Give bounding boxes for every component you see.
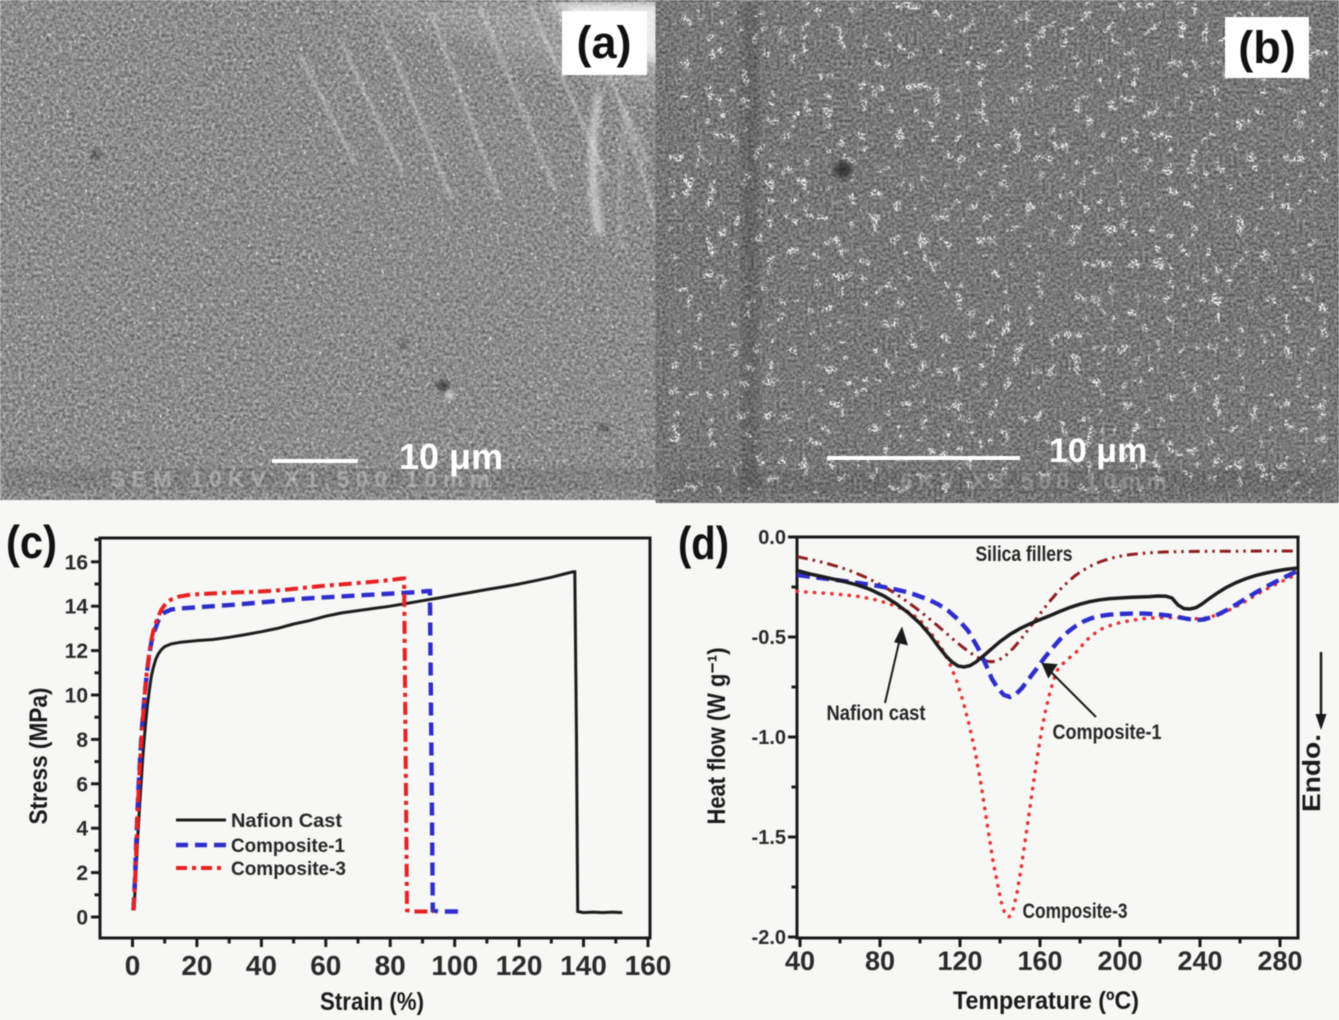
svg-text:Heat flow (W g⁻¹): Heat flow (W g⁻¹) [703, 648, 731, 825]
svg-text:10 μm: 10 μm [399, 436, 503, 477]
svg-text:80: 80 [865, 946, 895, 976]
svg-text:160: 160 [1017, 946, 1062, 976]
svg-text:SEM 10KV X1,500 10mm: SEM 10KV X1,500 10mm [110, 466, 496, 492]
svg-text:0.0: 0.0 [758, 527, 786, 549]
svg-text:12: 12 [65, 640, 88, 663]
svg-text:0: 0 [76, 907, 88, 930]
svg-text:80: 80 [375, 950, 406, 981]
svg-text:-1.0: -1.0 [752, 727, 786, 749]
svg-text:140: 140 [560, 950, 607, 981]
svg-text:Stress (MPa): Stress (MPa) [25, 688, 53, 825]
svg-text:280: 280 [1257, 946, 1302, 976]
svg-text:160: 160 [625, 950, 672, 981]
svg-text:(d): (d) [678, 517, 729, 569]
svg-text:Composite-1: Composite-1 [231, 836, 345, 857]
svg-text:(a): (a) [577, 17, 632, 68]
svg-text:120: 120 [496, 950, 543, 981]
svg-text:16: 16 [65, 551, 88, 574]
svg-text:Endo.: Endo. [1298, 734, 1326, 812]
svg-text:10: 10 [65, 685, 88, 708]
svg-text:-2.0: -2.0 [752, 927, 786, 949]
svg-text:Silica fillers: Silica fillers [976, 543, 1073, 566]
svg-text:2: 2 [76, 862, 88, 885]
svg-text:(c): (c) [6, 516, 57, 568]
svg-text:120: 120 [937, 946, 982, 976]
svg-text:4: 4 [76, 818, 88, 841]
svg-text:Strain (%): Strain (%) [320, 988, 424, 1016]
svg-text:Temperature (ºC): Temperature (ºC) [953, 987, 1139, 1015]
svg-text:10 μm: 10 μm [1049, 432, 1147, 470]
svg-text:6: 6 [76, 773, 88, 796]
svg-text:40: 40 [785, 946, 815, 976]
svg-text:-0.5: -0.5 [752, 627, 786, 649]
svg-text:Nafion Cast: Nafion Cast [231, 811, 343, 832]
svg-text:20: 20 [181, 950, 212, 981]
svg-text:8: 8 [76, 729, 88, 752]
svg-text:Composite-3: Composite-3 [1023, 900, 1128, 923]
svg-text:-1.5: -1.5 [752, 827, 786, 849]
svg-text:Composite-3: Composite-3 [231, 859, 346, 880]
svg-text:14: 14 [65, 596, 89, 619]
svg-text:0: 0 [125, 950, 141, 981]
svg-text:6KV X3,500 10mm: 6KV X3,500 10mm [900, 468, 1172, 494]
svg-text:240: 240 [1177, 946, 1222, 976]
svg-text:200: 200 [1097, 946, 1142, 976]
svg-text:100: 100 [431, 950, 478, 981]
svg-text:Nafion cast: Nafion cast [827, 702, 926, 725]
svg-text:40: 40 [246, 950, 277, 981]
svg-text:Composite-1: Composite-1 [1053, 721, 1162, 744]
svg-text:(b): (b) [1238, 22, 1295, 73]
svg-text:60: 60 [310, 950, 341, 981]
